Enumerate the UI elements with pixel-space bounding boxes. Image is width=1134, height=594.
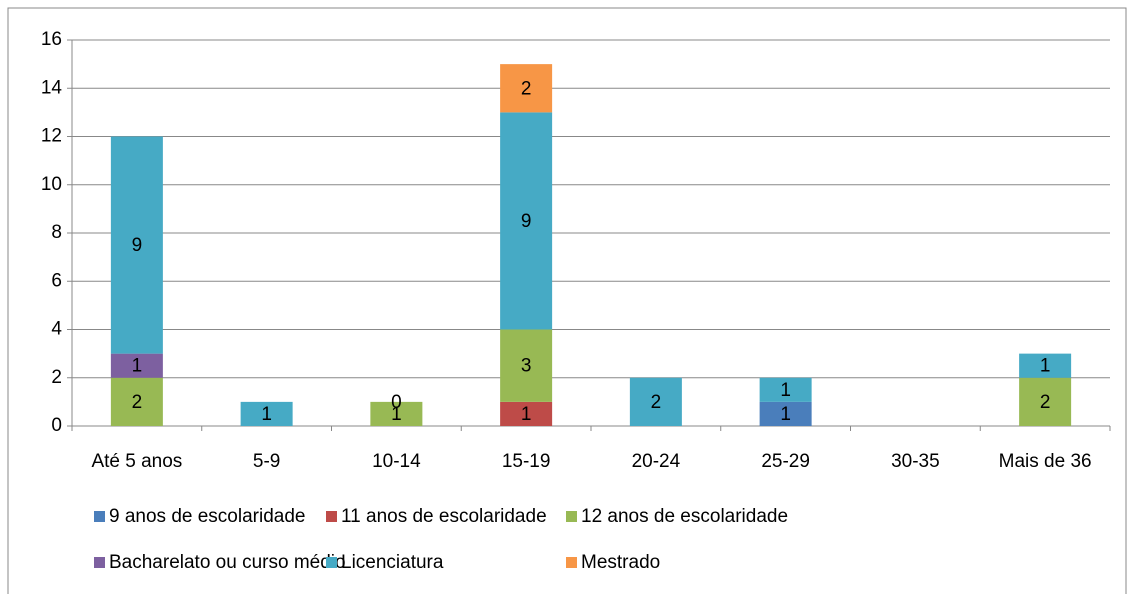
bar-segment [759,377,812,402]
data-label: 2 [1040,392,1051,413]
y-tick-label: 10 [41,174,62,195]
legend-swatch [566,557,577,568]
y-tick-label: 16 [41,29,62,50]
data-label: 3 [521,356,532,377]
data-label: 1 [1040,356,1051,377]
legend-swatch [94,557,105,568]
data-label: 1 [261,404,272,425]
bar-segment [500,112,553,330]
data-label: 0 [391,392,402,413]
data-label: 1 [132,356,143,377]
bar-segment [1019,353,1072,378]
data-label: 1 [391,404,402,425]
legend-label: Licenciatura [341,552,444,573]
bar-segment [500,329,553,402]
bar-segment [370,401,423,426]
legend-label: 9 anos de escolaridade [109,506,305,527]
x-tick-label: 25-29 [761,451,810,472]
data-label: 2 [521,78,532,99]
x-tick-label: 10-14 [372,451,421,472]
bar-segment [500,64,553,113]
data-label: 2 [651,392,662,413]
y-tick-label: 8 [51,222,62,243]
legend-swatch [566,511,577,522]
legend-swatch [326,511,337,522]
data-label: 1 [780,380,791,401]
y-tick-label: 12 [41,126,62,147]
legend-label: 11 anos de escolaridade [341,506,547,527]
bar-segment [110,377,163,426]
x-tick-label: 30-35 [891,451,940,472]
legend-swatch [94,511,105,522]
x-tick-label: 20-24 [632,451,681,472]
y-tick-label: 6 [51,270,62,291]
bar-segment [110,136,163,354]
data-label: 2 [132,392,143,413]
legend-label: Bacharelato ou curso médio [109,552,346,573]
y-tick-label: 0 [51,415,62,436]
bar-segment [629,377,682,426]
bar-segment [1019,377,1072,426]
x-tick-label: 15-19 [502,451,551,472]
legend-swatch [326,557,337,568]
data-label: 9 [132,235,143,256]
bar-segment [110,353,163,378]
x-tick-label: Mais de 36 [999,451,1092,472]
bar-segment [759,401,812,426]
x-tick-label: 5-9 [253,451,280,472]
bar-segment [500,401,553,426]
data-label: 1 [521,404,532,425]
data-label: 1 [780,404,791,425]
data-label: 9 [521,211,532,232]
y-tick-label: 2 [51,367,62,388]
chart-border [7,7,1127,594]
x-tick-label: Até 5 anos [91,451,182,472]
bar-segment [240,401,293,426]
legend-label: 12 anos de escolaridade [581,506,788,527]
y-tick-label: 4 [51,319,62,340]
y-tick-label: 14 [41,77,63,98]
legend-label: Mestrado [581,552,660,573]
